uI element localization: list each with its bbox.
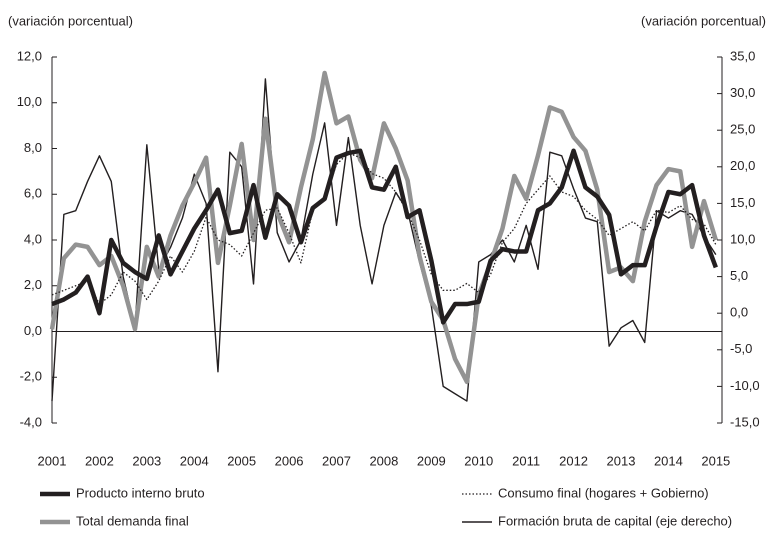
y2-tick-label: 25,0 [730,122,755,137]
y-tick-label: 12,0 [17,48,42,63]
y2-tick-label: 0,0 [730,305,748,320]
x-tick-label: 2004 [180,453,209,468]
legend-label: Consumo final (hogares + Gobierno) [498,485,709,500]
y-tick-label: 8,0 [24,140,42,155]
x-tick-label: 2003 [132,453,161,468]
y2-tick-label: 15,0 [730,195,755,210]
x-tick-label: 2007 [322,453,351,468]
y2-tick-label: 5,0 [730,268,748,283]
y-tick-label: 4,0 [24,231,42,246]
y-tick-label: 2,0 [24,277,42,292]
x-tick-label: 2006 [275,453,304,468]
y2-axis-label: (variación porcentual) [641,13,766,28]
y-tick-label: 6,0 [24,186,42,201]
x-tick-label: 2008 [369,453,398,468]
legend-label: Formación bruta de capital (eje derecho) [498,513,732,528]
y2-tick-label: -15,0 [730,414,760,429]
series-line [51,152,717,305]
x-tick-label: 2012 [559,453,588,468]
y2-tick-label: 20,0 [730,158,755,173]
y2-tick-label: 10,0 [730,231,755,246]
y-tick-label: -2,0 [20,369,42,384]
legend-label: Total demanda final [76,513,189,528]
y-tick-label: 0,0 [24,323,42,338]
y-tick-label: -4,0 [20,414,42,429]
y2-tick-label: 35,0 [730,48,755,63]
series-line [49,70,718,385]
y-tick-label: 10,0 [17,94,42,109]
x-tick-label: 2005 [227,453,256,468]
x-tick-label: 2002 [85,453,114,468]
x-tick-label: 2011 [512,453,540,468]
y-axis-label: (variación porcentual) [8,13,133,28]
x-tick-label: 2009 [417,453,446,468]
x-tick-label: 2014 [654,453,683,468]
x-tick-label: 2001 [38,453,67,468]
legend-label: Producto interno bruto [76,485,205,500]
y2-tick-label: -5,0 [730,341,752,356]
x-tick-label: 2015 [701,453,730,468]
series-line [51,148,718,325]
y2-tick-label: -10,0 [730,378,760,393]
y2-tick-label: 30,0 [730,85,755,100]
x-tick-label: 2010 [464,453,493,468]
x-tick-label: 2013 [607,453,636,468]
